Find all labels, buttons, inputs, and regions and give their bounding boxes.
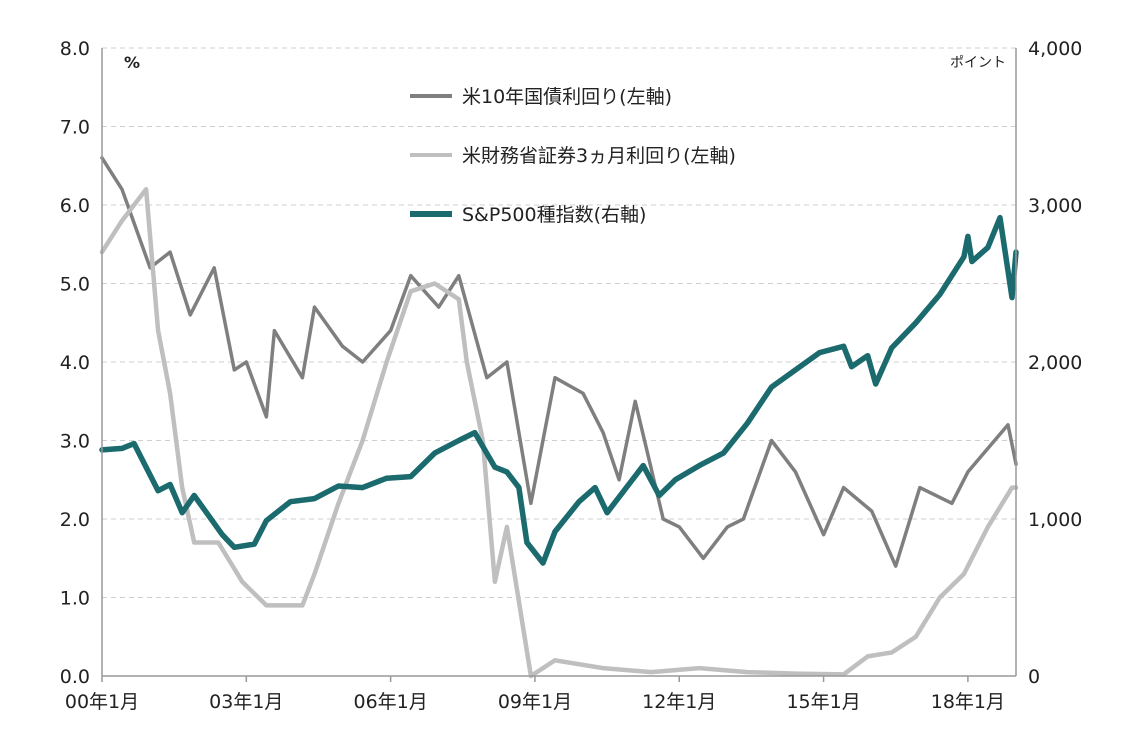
tick-layer: 0.0 1.0 2.0 3.0 4.0 5.0 6.0 7.0 8.0 0 1,000 2,000 3,… bbox=[60, 38, 1083, 713]
left-unit-label: % bbox=[124, 53, 140, 72]
x-tick-label: 00年1月 bbox=[65, 691, 139, 713]
y-left-tick-label: 6.0 bbox=[60, 195, 90, 217]
right-unit-label: ポイント bbox=[950, 55, 1006, 71]
x-tick-label: 03年1月 bbox=[209, 691, 283, 713]
series-line-sp500 bbox=[99, 214, 1019, 566]
y-right-tick-label: 3,000 bbox=[1028, 195, 1082, 217]
legend-label-sp500: S&P500種指数(右軸) bbox=[462, 204, 646, 226]
legend-item-1: 米財務省証券3ヵ月利回り(左軸) bbox=[410, 145, 736, 167]
legend-item-2: S&P500種指数(右軸) bbox=[410, 204, 646, 226]
axis-layer bbox=[101, 48, 1017, 677]
x-tick-label: 18年1月 bbox=[931, 691, 1005, 713]
legend: 米10年国債利回り(左軸) 米財務省証券3ヵ月利回り(左軸) S&P500種指数… bbox=[410, 86, 736, 226]
y-left-tick-label: 2.0 bbox=[60, 509, 90, 531]
y-left-tick-label: 1.0 bbox=[60, 588, 90, 610]
grid-layer bbox=[102, 47, 1016, 598]
series-layer bbox=[99, 156, 1019, 679]
x-tick-label: 15年1月 bbox=[786, 691, 860, 713]
series-line-3m-tbill bbox=[99, 187, 1019, 679]
x-tick-label: 12年1月 bbox=[642, 691, 716, 713]
y-left-tick-label: 8.0 bbox=[60, 38, 90, 60]
x-tick-label: 06年1月 bbox=[353, 691, 427, 713]
x-tick-label: 09年1月 bbox=[498, 691, 572, 713]
series-line-10y-yield bbox=[100, 156, 1018, 568]
legend-label-10y: 米10年国債利回り(左軸) bbox=[462, 86, 672, 108]
y-right-tick-label: 0 bbox=[1028, 666, 1040, 688]
y-left-tick-label: 0.0 bbox=[60, 666, 90, 688]
y-right-tick-label: 4,000 bbox=[1028, 38, 1082, 60]
y-left-tick-label: 4.0 bbox=[60, 352, 90, 374]
y-left-tick-label: 5.0 bbox=[60, 274, 90, 296]
y-right-tick-label: 1,000 bbox=[1028, 509, 1082, 531]
y-left-tick-label: 3.0 bbox=[60, 431, 90, 453]
y-left-tick-label: 7.0 bbox=[60, 117, 90, 139]
y-right-tick-label: 2,000 bbox=[1028, 352, 1082, 374]
legend-label-3m: 米財務省証券3ヵ月利回り(左軸) bbox=[462, 145, 736, 167]
legend-item-0: 米10年国債利回り(左軸) bbox=[410, 86, 672, 108]
